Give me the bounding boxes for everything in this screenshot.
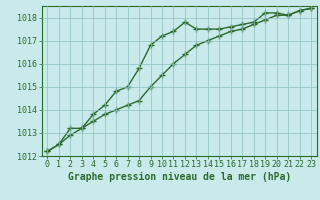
X-axis label: Graphe pression niveau de la mer (hPa): Graphe pression niveau de la mer (hPa) — [68, 172, 291, 182]
